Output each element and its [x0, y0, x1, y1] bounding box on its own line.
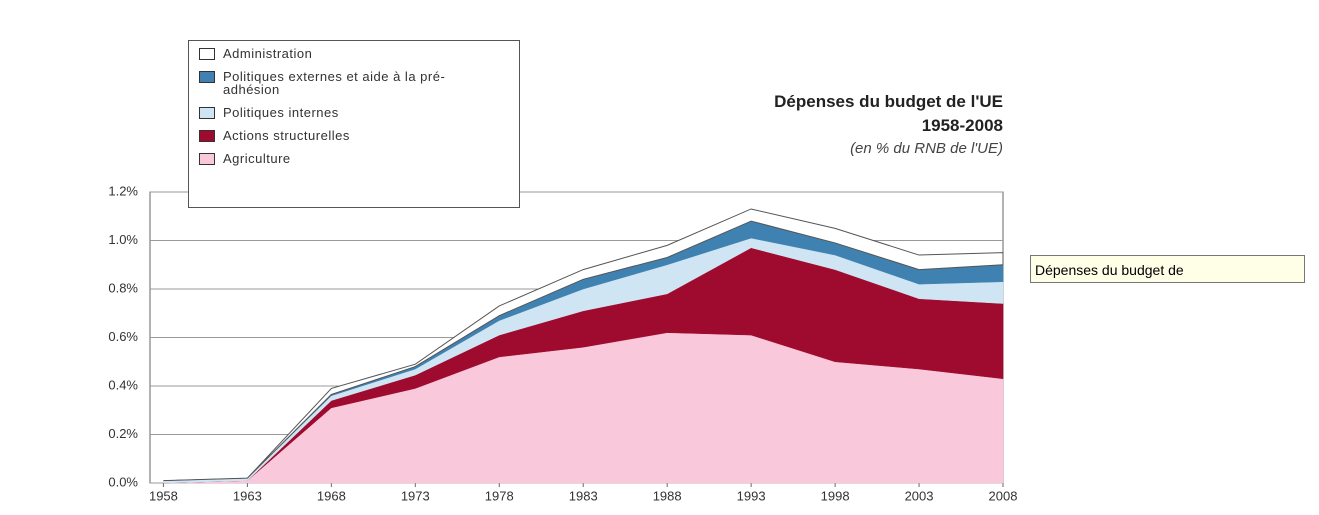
legend-label: Politiques internes: [223, 105, 339, 120]
x-tick-label: 1978: [485, 488, 514, 503]
legend-label: Administration: [223, 46, 313, 61]
x-tick-label: 1958: [149, 488, 178, 503]
legend-label: Actions structurelles: [223, 128, 350, 143]
legend-item: Politiques internes: [199, 106, 519, 119]
legend-item: Actions structurelles: [199, 129, 519, 142]
legend-label: Politiques externes et aide à la pré-adh…: [223, 69, 446, 97]
legend-item: Agriculture: [199, 152, 519, 165]
legend-swatch: [199, 107, 215, 119]
x-tick-label: 1963: [233, 488, 262, 503]
y-tick-label: 0.2%: [108, 426, 138, 441]
legend: Administration Politiques externes et aid…: [188, 40, 520, 208]
legend-swatch: [199, 48, 215, 60]
x-tick-label: 2008: [989, 488, 1018, 503]
legend-item: Administration: [199, 47, 519, 60]
y-tick-label: 0.8%: [108, 280, 138, 295]
title-block: Dépenses du budget de l'UE 1958-2008 (en…: [774, 90, 1003, 160]
y-tick-label: 1.0%: [108, 232, 138, 247]
chart-title: Dépenses du budget de l'UE: [774, 92, 1003, 111]
unit-note: (en % du RNB de l'UE): [850, 140, 1003, 157]
legend-swatch: [199, 71, 215, 83]
x-tick-label: 2003: [905, 488, 934, 503]
x-tick-label: 1998: [821, 488, 850, 503]
legend-swatch: [199, 153, 215, 165]
x-tick-label: 1973: [401, 488, 430, 503]
legend-swatch: [199, 130, 215, 142]
x-tick-label: 1968: [317, 488, 346, 503]
x-tick-label: 1993: [737, 488, 766, 503]
legend-label: Agriculture: [223, 151, 291, 166]
area: [163, 208, 1004, 482]
y-tick-label: 1.2%: [108, 183, 138, 198]
y-tick-label: 0.6%: [108, 329, 138, 344]
y-tick-label: 0.4%: [108, 377, 138, 392]
legend-item: Politiques externes et aide à la pré-adh…: [199, 70, 519, 96]
y-tick-label: 0.0%: [108, 474, 138, 489]
x-tick-label: 1988: [653, 488, 682, 503]
tooltip: Dépenses du budget de: [1030, 255, 1305, 283]
chart-subtitle: 1958-2008: [921, 116, 1003, 135]
x-tick-label: 1983: [569, 488, 598, 503]
